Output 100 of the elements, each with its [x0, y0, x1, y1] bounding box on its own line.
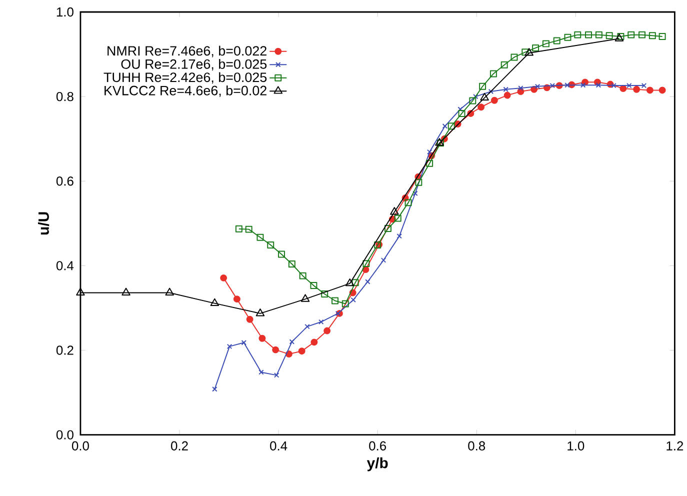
point: [241, 340, 246, 346]
point: [534, 84, 540, 90]
legend-label: TUHH Re=2.42e6, b=0.025: [104, 72, 267, 84]
point: [564, 34, 572, 41]
point: [267, 242, 274, 249]
point: [384, 225, 392, 232]
point: [606, 32, 613, 40]
legend-label: KVLCC2 Re=4.6e6, b=0.02: [104, 86, 266, 98]
x-tick-label: 0.2: [171, 441, 188, 451]
point: [310, 282, 318, 290]
point: [345, 278, 354, 286]
point: [510, 54, 518, 61]
point: [646, 86, 654, 94]
point: [518, 86, 524, 91]
y-tick-label: 0.4: [56, 261, 74, 270]
point: [415, 179, 422, 186]
point: [585, 31, 592, 38]
point: [256, 234, 264, 241]
point: [210, 298, 220, 306]
point: [288, 260, 296, 268]
y-tick-label: 1.0: [56, 8, 74, 17]
point: [503, 86, 508, 92]
point: [233, 296, 240, 303]
point: [458, 110, 466, 118]
point: [478, 104, 485, 111]
point: [580, 82, 586, 88]
point: [500, 61, 508, 68]
point: [390, 207, 399, 215]
point: [633, 86, 640, 93]
point: [480, 92, 489, 101]
y-tick-label: 0.0: [56, 430, 74, 440]
point: [165, 288, 174, 296]
point: [550, 83, 555, 88]
point: [412, 190, 418, 196]
point: [479, 83, 486, 90]
point: [490, 70, 497, 78]
point: [235, 226, 242, 232]
point: [272, 346, 280, 354]
point: [620, 85, 627, 92]
point: [473, 94, 478, 100]
point: [226, 344, 232, 350]
point: [626, 83, 632, 88]
point: [342, 300, 349, 308]
point: [258, 335, 266, 342]
y-axis-title: u/U: [38, 212, 50, 235]
point: [596, 82, 602, 88]
point: [658, 86, 666, 94]
point: [648, 32, 656, 40]
y-tick-label: 0.6: [56, 176, 74, 186]
point: [310, 338, 318, 346]
point: [394, 214, 402, 222]
point: [300, 294, 310, 302]
point: [380, 258, 386, 263]
y-tick-label: 0.2: [56, 346, 74, 355]
point: [246, 316, 254, 323]
point: [542, 40, 550, 48]
point: [352, 279, 359, 286]
point: [611, 83, 616, 88]
point: [617, 33, 624, 40]
point: [426, 160, 434, 167]
point: [365, 279, 370, 284]
point: [299, 272, 306, 280]
point: [564, 82, 570, 88]
x-tick-label: 1.0: [568, 441, 584, 451]
point: [658, 33, 666, 40]
point: [256, 308, 265, 316]
point: [258, 370, 264, 375]
point: [628, 31, 635, 38]
point: [614, 34, 624, 42]
point: [274, 372, 280, 378]
point: [595, 31, 602, 38]
point: [490, 96, 498, 104]
point: [458, 106, 463, 112]
point: [553, 37, 560, 44]
point: [574, 31, 582, 38]
point: [396, 234, 402, 239]
point: [404, 199, 412, 206]
y-tick-label: 0.8: [56, 92, 74, 102]
point: [426, 149, 432, 155]
point: [278, 250, 285, 258]
point: [638, 31, 646, 38]
legend-label: OU Re=2.17e6, b=0.025: [121, 59, 267, 71]
point: [448, 122, 455, 130]
point: [318, 319, 324, 325]
point: [532, 44, 540, 52]
point: [442, 124, 448, 129]
point: [304, 324, 310, 330]
point: [298, 348, 306, 355]
x-axis-title: y/b: [366, 457, 388, 472]
point: [220, 274, 228, 282]
point: [332, 297, 338, 304]
point: [469, 97, 476, 104]
point: [362, 260, 370, 268]
point: [350, 297, 356, 303]
point: [321, 290, 328, 298]
x-tick-label: 0.6: [369, 441, 386, 451]
point: [324, 327, 331, 334]
x-tick-label: 0.8: [468, 441, 486, 451]
legend-label: NMRI Re=7.46e6, b=0.022: [108, 46, 266, 58]
point: [245, 226, 252, 233]
